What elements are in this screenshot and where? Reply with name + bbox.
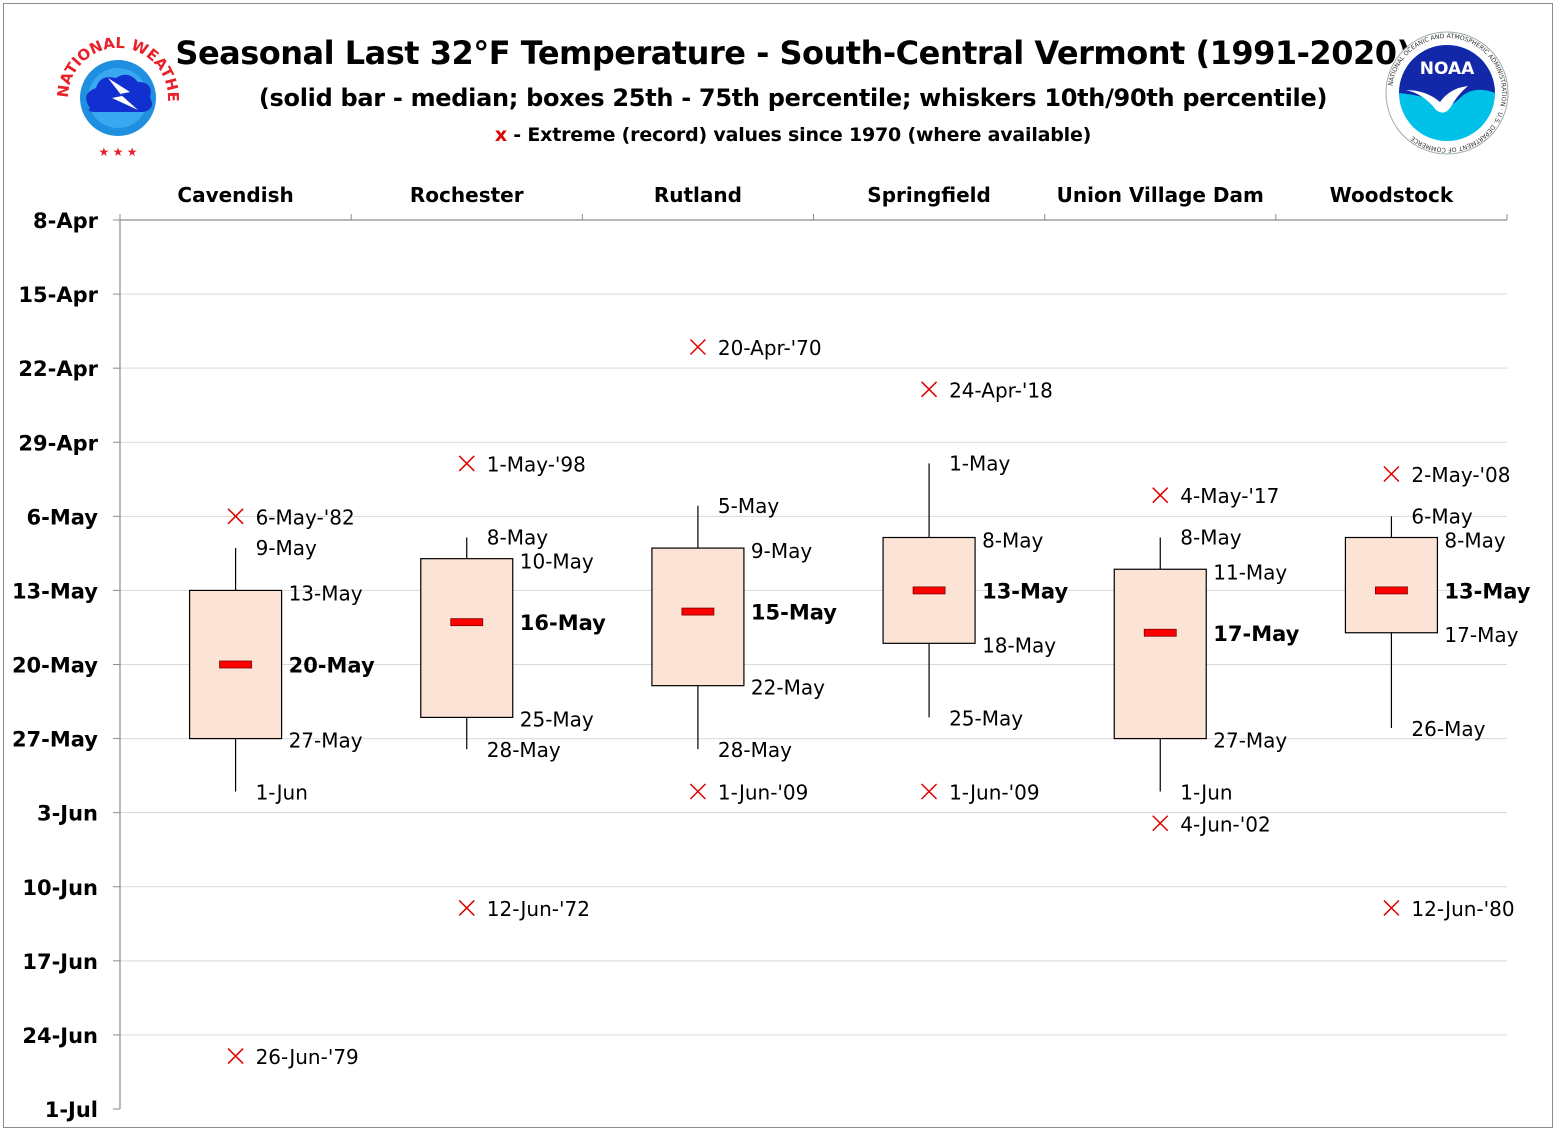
box-union-village-dam: [1113, 568, 1207, 740]
median-bar-union-village-dam: [1143, 628, 1177, 637]
extreme-marker-woodstock: [1383, 465, 1400, 483]
p10-label-cavendish: 9-May: [256, 536, 317, 560]
p75-label-rochester: 25-May: [520, 707, 594, 731]
p90-label-rutland: 28-May: [718, 738, 792, 762]
median-label-woodstock: 13-May: [1444, 579, 1530, 603]
extreme-marker-springfield: [921, 381, 938, 398]
extreme-marker-cavendish: [227, 508, 244, 525]
nws-logo: NATIONAL WEATHER SERVICE ★ ★ ★: [50, 28, 182, 159]
y-tick-label: 24-Jun: [22, 1024, 98, 1048]
p75-label-springfield: 18-May: [982, 633, 1056, 657]
median-label-rutland: 15-May: [751, 601, 837, 625]
median-label-cavendish: 20-May: [289, 654, 375, 678]
extreme-label-cavendish: 26-Jun-'79: [256, 1045, 359, 1069]
p75-label-rutland: 22-May: [751, 676, 825, 700]
p90-label-rochester: 28-May: [487, 738, 561, 762]
box-rochester: [420, 558, 514, 719]
extreme-label-rutland: 20-Apr-'70: [718, 336, 822, 360]
p10-label-rochester: 8-May: [487, 526, 548, 550]
p90-label-springfield: 25-May: [949, 706, 1023, 730]
box-woodstock: [1344, 536, 1439, 634]
p25-label-rutland: 9-May: [751, 539, 812, 563]
y-tick-label: 20-May: [12, 654, 98, 678]
y-tick-label: 8-Apr: [33, 209, 99, 233]
noaa-center-text: NOAA: [1420, 59, 1475, 79]
noaa-logo: NOAA NATIONAL OCEANIC AND ATMOSPHERIC AD…: [1385, 31, 1509, 155]
nws-stars: ★ ★ ★: [99, 145, 138, 159]
y-tick-label: 15-Apr: [18, 283, 98, 307]
extreme-label-woodstock: 12-Jun-'80: [1411, 897, 1514, 921]
category-label-cavendish: Cavendish: [177, 183, 293, 207]
p90-label-union-village-dam: 1-Jun: [1180, 781, 1232, 805]
p25-label-union-village-dam: 11-May: [1213, 560, 1287, 584]
extreme-label-union-village-dam: 4-Jun-'02: [1180, 812, 1270, 836]
extreme-label-rutland: 1-Jun-'09: [718, 781, 808, 805]
category-label-rochester: Rochester: [410, 183, 524, 207]
p90-label-woodstock: 26-May: [1411, 717, 1485, 741]
y-tick-label: 17-Jun: [22, 950, 98, 974]
extreme-marker-rutland: [689, 338, 706, 356]
y-tick-label: 1-Jul: [45, 1098, 98, 1122]
category-label-rutland: Rutland: [654, 183, 742, 207]
y-tick-label: 10-Jun: [22, 876, 98, 900]
median-label-rochester: 16-May: [520, 611, 606, 635]
y-tick-label: 22-Apr: [18, 357, 98, 381]
median-label-springfield: 13-May: [982, 579, 1068, 603]
extreme-marker-union-village-dam: [1152, 815, 1169, 832]
chart-border: [3, 3, 1553, 1128]
extreme-label-rochester: 12-Jun-'72: [487, 897, 590, 921]
median-bar-rochester: [450, 618, 484, 627]
extreme-marker-rutland: [689, 783, 706, 800]
extreme-marker-union-village-dam: [1152, 487, 1169, 504]
p10-label-union-village-dam: 8-May: [1180, 526, 1241, 550]
p10-label-springfield: 1-May: [949, 451, 1010, 475]
extreme-marker-legend: x: [494, 124, 507, 146]
y-tick-label: 3-Jun: [37, 802, 98, 826]
extreme-label-cavendish: 6-May-'82: [256, 505, 355, 529]
extreme-marker-woodstock: [1383, 899, 1400, 916]
p75-label-cavendish: 27-May: [289, 729, 363, 753]
p25-label-cavendish: 13-May: [289, 581, 363, 605]
p10-label-rutland: 5-May: [718, 494, 779, 518]
box-rutland: [651, 547, 745, 687]
p75-label-union-village-dam: 27-May: [1213, 729, 1287, 753]
category-label-union-village-dam: Union Village Dam: [1057, 183, 1264, 207]
y-tick-label: 6-May: [27, 505, 99, 529]
p90-label-cavendish: 1-Jun: [256, 781, 308, 805]
median-bar-rutland: [681, 607, 715, 616]
p75-label-woodstock: 17-May: [1444, 623, 1518, 647]
p10-label-woodstock: 6-May: [1411, 504, 1472, 528]
p25-label-springfield: 8-May: [982, 529, 1043, 553]
chart-note: x - Extreme (record) values since 1970 (…: [14, 124, 1558, 146]
y-tick-label: 13-May: [12, 579, 98, 603]
median-label-union-village-dam: 17-May: [1213, 622, 1299, 646]
median-bar-woodstock: [1375, 586, 1408, 595]
extreme-marker-cavendish: [227, 1048, 244, 1065]
extreme-label-union-village-dam: 4-May-'17: [1180, 484, 1279, 508]
chart-subtitle: (solid bar - median; boxes 25th - 75th p…: [258, 84, 1328, 112]
extreme-label-springfield: 1-Jun-'09: [949, 781, 1039, 805]
extreme-label-rochester: 1-May-'98: [487, 452, 586, 476]
extreme-marker-springfield: [921, 783, 938, 800]
y-tick-label: 29-Apr: [18, 431, 98, 455]
extreme-note-text: - Extreme (record) values since 1970 (wh…: [506, 124, 1092, 146]
median-bar-cavendish: [219, 660, 252, 669]
extreme-label-woodstock: 2-May-'08: [1411, 463, 1510, 487]
category-label-springfield: Springfield: [867, 183, 991, 207]
extreme-marker-rochester: [458, 899, 475, 916]
y-tick-label: 27-May: [12, 728, 98, 752]
median-bar-springfield: [912, 586, 946, 595]
chart-title: Seasonal Last 32°F Temperature - South-C…: [175, 34, 1411, 72]
category-label-woodstock: Woodstock: [1330, 183, 1454, 207]
extreme-marker-rochester: [458, 455, 475, 472]
extreme-label-springfield: 24-Apr-'18: [949, 378, 1053, 402]
p25-label-woodstock: 8-May: [1444, 529, 1505, 553]
p25-label-rochester: 10-May: [520, 550, 594, 574]
